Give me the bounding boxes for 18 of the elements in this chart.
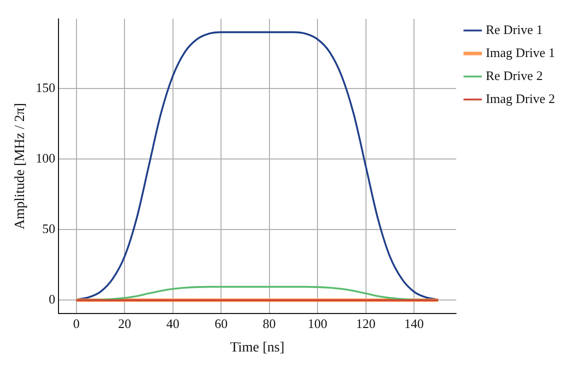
- x-tick-label: 60: [214, 316, 228, 331]
- x-axis-title: Time [ns]: [230, 340, 284, 356]
- x-tick-label: 140: [404, 316, 424, 331]
- y-axis-title: Amplitude [MHz / 2π]: [13, 102, 28, 230]
- legend-label: Re Drive 1: [486, 22, 543, 37]
- legend-label: Imag Drive 2: [486, 90, 555, 106]
- legend-label: Re Drive 2: [486, 68, 543, 83]
- y-tick-label: 100: [36, 150, 56, 166]
- y-tick-label: 0: [48, 292, 56, 307]
- x-tick-label: 0: [73, 316, 80, 331]
- x-tick-label: 20: [118, 316, 132, 331]
- x-tick-label: 40: [166, 316, 180, 331]
- legend-label: Imag Drive 1: [486, 44, 555, 60]
- x-tick-label: 80: [262, 316, 276, 331]
- x-tick-label: 100: [308, 316, 328, 331]
- x-tick-label: 120: [356, 316, 376, 331]
- y-tick-label: 50: [42, 221, 56, 236]
- y-tick-label: 150: [36, 80, 56, 96]
